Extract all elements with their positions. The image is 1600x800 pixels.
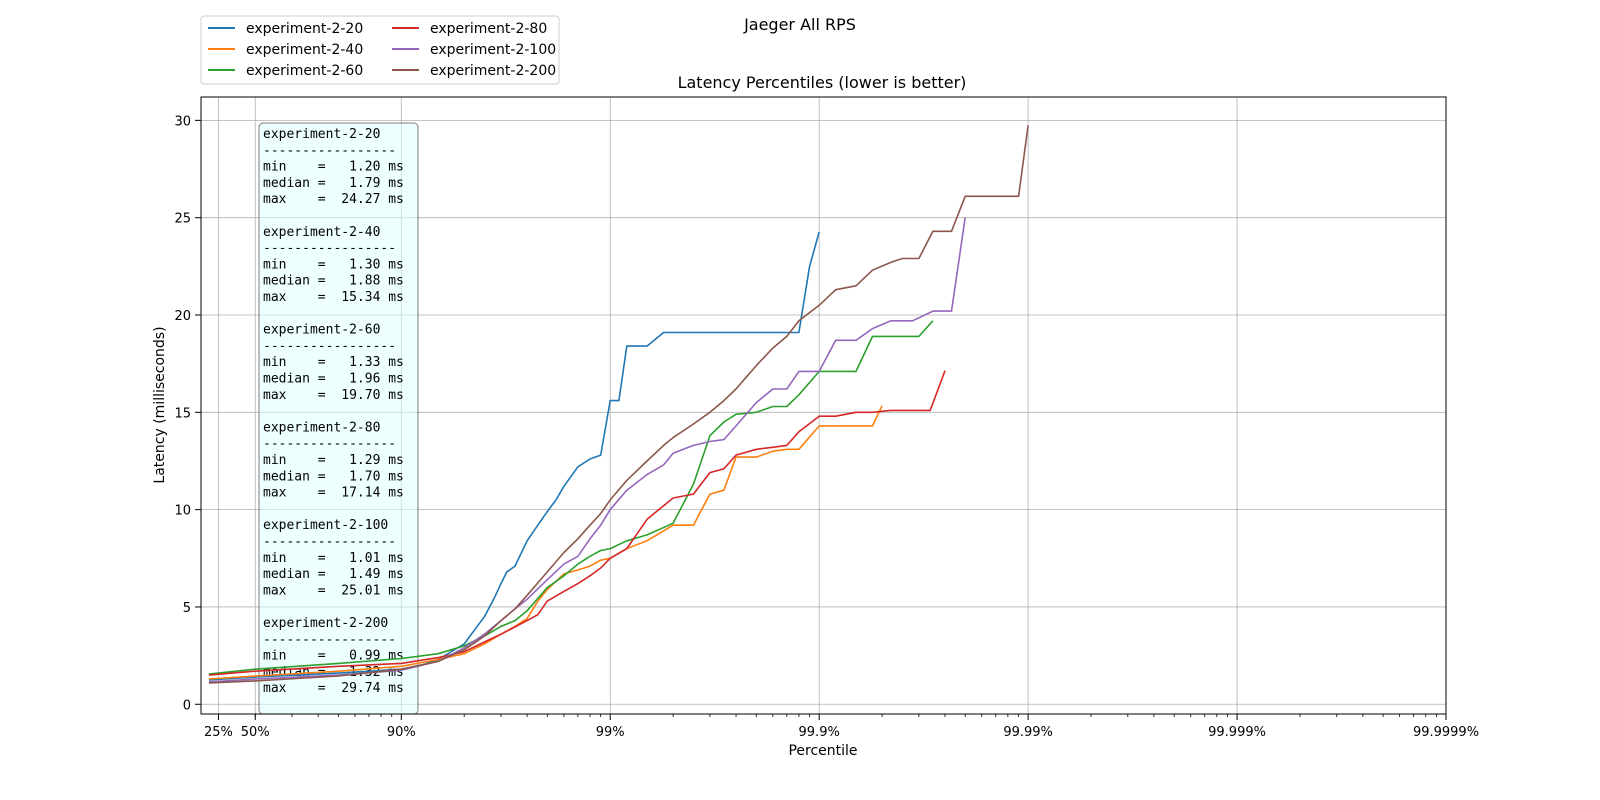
- stats-name: experiment-2-60: [263, 323, 380, 338]
- stats-separator: -----------------: [263, 143, 396, 158]
- stats-max: max = 17.14 ms: [263, 486, 404, 501]
- stats-max: max = 24.27 ms: [263, 192, 404, 207]
- stats-separator: -----------------: [263, 241, 396, 256]
- y-tick-label: 10: [174, 504, 191, 519]
- x-tick-label: 99.99%: [1003, 725, 1053, 740]
- series-line-experiment-2-200: [208, 125, 1029, 684]
- y-tick-label: 0: [183, 698, 191, 713]
- stats-median: median = 1.88 ms: [263, 274, 404, 289]
- legend-label: experiment-2-200: [430, 63, 556, 79]
- stats-name: experiment-2-80: [263, 420, 380, 435]
- y-tick-label: 15: [174, 406, 191, 421]
- stats-separator: -----------------: [263, 339, 396, 354]
- stats-median: median = 1.70 ms: [263, 469, 404, 484]
- legend: experiment-2-20 experiment-2-40 experiment…: [200, 15, 560, 85]
- legend-label: experiment-2-100: [430, 42, 556, 58]
- x-tick-label: 50%: [241, 725, 270, 740]
- stats-min: min = 0.99 ms: [263, 649, 404, 664]
- x-axis-label: Percentile: [788, 743, 857, 759]
- x-tick-label: 99.9%: [799, 725, 840, 740]
- stats-max: max = 29.74 ms: [263, 681, 404, 696]
- stats-median: median = 1.49 ms: [263, 567, 404, 582]
- stats-min: min = 1.20 ms: [263, 160, 404, 175]
- axis-ticks: 25% 50% 90% 99% 99.9% 99.99% 99.999% 99.9999% 0 5…: [174, 114, 1479, 740]
- stats-box: experiment-2-20-----------------min = 1.…: [258, 122, 419, 715]
- stats-max: max = 19.70 ms: [263, 388, 404, 403]
- legend-label: experiment-2-40: [246, 42, 363, 58]
- x-tick-label: 90%: [387, 725, 416, 740]
- stats-name: experiment-2-100: [263, 518, 388, 533]
- stats-name: experiment-2-40: [263, 225, 380, 240]
- legend-label: experiment-2-80: [430, 21, 547, 37]
- stats-median: median = 1.79 ms: [263, 176, 404, 191]
- x-tick-label: 25%: [204, 725, 233, 740]
- stats-min: min = 1.30 ms: [263, 257, 404, 272]
- stats-name: experiment-2-200: [263, 616, 388, 631]
- plot-frame: [200, 96, 1447, 715]
- series-lines: [208, 125, 1029, 684]
- x-tick-label: 99%: [596, 725, 625, 740]
- x-tick-label: 99.999%: [1208, 725, 1266, 740]
- legend-label: experiment-2-20: [246, 21, 363, 37]
- chart-suptitle: Jaeger All RPS: [743, 15, 856, 34]
- x-tick-label: 99.9999%: [1413, 725, 1479, 740]
- legend-box: [200, 15, 560, 85]
- stats-min: min = 1.33 ms: [263, 355, 404, 370]
- series-line-experiment-2-80: [208, 370, 946, 676]
- y-tick-label: 5: [183, 601, 191, 616]
- y-tick-label: 25: [174, 212, 191, 227]
- stats-max: max = 15.34 ms: [263, 290, 404, 305]
- stats-min: min = 1.29 ms: [263, 453, 404, 468]
- series-line-experiment-2-100: [208, 217, 966, 683]
- stats-min: min = 1.01 ms: [263, 551, 404, 566]
- y-axis-label: Latency (milliseconds): [152, 326, 168, 483]
- stats-separator: -----------------: [263, 437, 396, 452]
- stats-name: experiment-2-20: [263, 127, 380, 142]
- stats-separator: -----------------: [263, 632, 396, 647]
- stats-separator: -----------------: [263, 535, 396, 550]
- chart-title: Latency Percentiles (lower is better): [678, 73, 967, 92]
- legend-label: experiment-2-60: [246, 63, 363, 79]
- stats-median: median = 1.96 ms: [263, 372, 404, 387]
- stats-max: max = 25.01 ms: [263, 583, 404, 598]
- y-tick-label: 20: [174, 309, 191, 324]
- y-tick-label: 30: [174, 114, 191, 129]
